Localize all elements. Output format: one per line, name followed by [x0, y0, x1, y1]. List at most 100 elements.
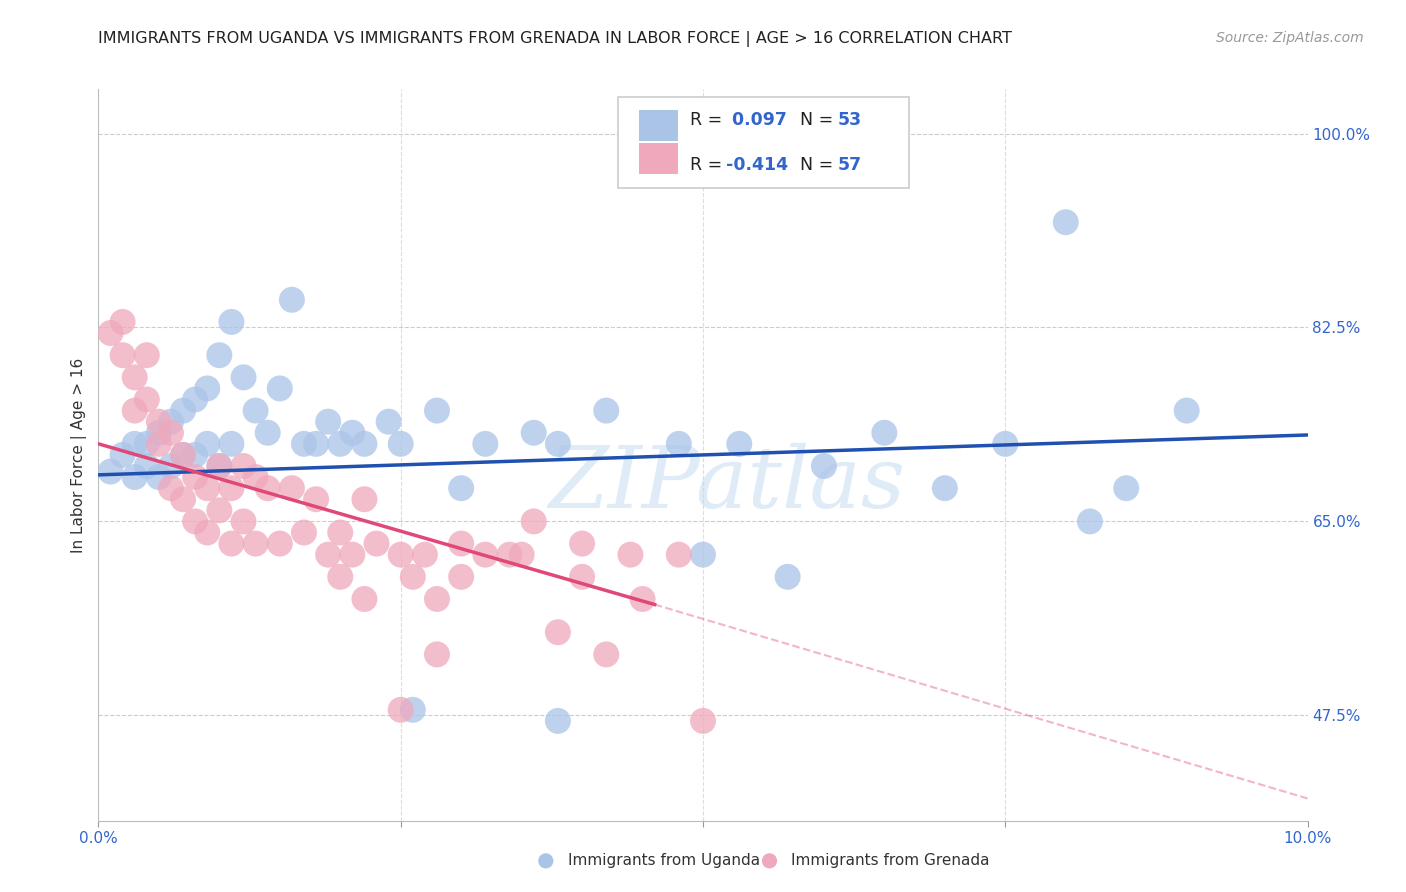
Point	[172, 448, 194, 462]
Y-axis label: In Labor Force | Age > 16: In Labor Force | Age > 16	[72, 358, 87, 552]
Point	[245, 470, 267, 484]
Point	[172, 403, 194, 417]
FancyBboxPatch shape	[638, 111, 678, 141]
Point	[389, 548, 412, 562]
Point	[232, 370, 254, 384]
FancyBboxPatch shape	[619, 96, 908, 188]
Point	[160, 415, 183, 429]
Point	[377, 415, 399, 429]
Point	[100, 465, 122, 479]
Point	[426, 648, 449, 662]
Point	[184, 470, 207, 484]
Point	[813, 458, 835, 473]
Point	[1115, 481, 1137, 495]
Point	[329, 525, 352, 540]
Point	[305, 437, 328, 451]
Point	[547, 714, 569, 728]
Point	[124, 437, 146, 451]
Point	[316, 548, 339, 562]
Point	[547, 625, 569, 640]
Point	[135, 348, 157, 362]
Point	[1054, 215, 1077, 229]
Point	[184, 392, 207, 407]
Point	[571, 570, 593, 584]
Point	[305, 492, 328, 507]
Point	[195, 481, 218, 495]
Point	[245, 403, 267, 417]
Point	[450, 570, 472, 584]
Point	[124, 403, 146, 417]
Point	[172, 492, 194, 507]
Point	[148, 415, 170, 429]
Point	[221, 536, 243, 550]
Point	[934, 481, 956, 495]
Point	[256, 481, 278, 495]
Point	[413, 548, 436, 562]
Text: Immigrants from Uganda: Immigrants from Uganda	[568, 854, 759, 869]
Point	[389, 437, 412, 451]
Point	[523, 425, 546, 440]
Point	[160, 458, 183, 473]
Point	[208, 458, 231, 473]
Point	[124, 370, 146, 384]
Point	[245, 536, 267, 550]
Point	[148, 425, 170, 440]
Point	[195, 381, 218, 395]
Point	[329, 570, 352, 584]
Point	[426, 403, 449, 417]
Point	[135, 458, 157, 473]
Text: 53: 53	[837, 111, 862, 128]
Point	[474, 437, 496, 451]
Point	[353, 492, 375, 507]
Point	[100, 326, 122, 340]
Point	[994, 437, 1017, 451]
Point	[474, 548, 496, 562]
Point	[595, 403, 617, 417]
Point	[571, 536, 593, 550]
Point	[353, 437, 375, 451]
Text: N =: N =	[789, 111, 838, 128]
Text: IMMIGRANTS FROM UGANDA VS IMMIGRANTS FROM GRENADA IN LABOR FORCE | AGE > 16 CORR: IMMIGRANTS FROM UGANDA VS IMMIGRANTS FRO…	[98, 31, 1012, 47]
Text: 0.097: 0.097	[725, 111, 787, 128]
Point	[692, 548, 714, 562]
Point	[184, 448, 207, 462]
Point	[316, 415, 339, 429]
Point	[510, 548, 533, 562]
Point	[135, 392, 157, 407]
Point	[221, 437, 243, 451]
Text: R =: R =	[690, 156, 727, 174]
Text: R =: R =	[690, 111, 727, 128]
Point	[184, 515, 207, 529]
Point	[256, 425, 278, 440]
Point	[208, 458, 231, 473]
Point	[342, 548, 364, 562]
Point	[595, 648, 617, 662]
Point	[269, 536, 291, 550]
Point	[728, 437, 751, 451]
Point	[402, 703, 425, 717]
Point	[221, 315, 243, 329]
Point	[402, 570, 425, 584]
Point	[342, 425, 364, 440]
Point	[195, 437, 218, 451]
Point	[292, 437, 315, 451]
Text: ZIPatlas: ZIPatlas	[548, 442, 905, 525]
Point	[111, 448, 134, 462]
Text: 57: 57	[837, 156, 862, 174]
Point	[160, 481, 183, 495]
Point	[269, 381, 291, 395]
Point	[692, 714, 714, 728]
Point	[873, 425, 896, 440]
Point	[353, 592, 375, 607]
Point	[631, 592, 654, 607]
Point	[389, 703, 412, 717]
Point	[619, 548, 641, 562]
Point	[668, 437, 690, 451]
Text: Source: ZipAtlas.com: Source: ZipAtlas.com	[1216, 31, 1364, 45]
Point	[111, 315, 134, 329]
Text: N =: N =	[789, 156, 838, 174]
Point	[232, 458, 254, 473]
Point	[111, 348, 134, 362]
Point	[281, 293, 304, 307]
Point	[148, 470, 170, 484]
